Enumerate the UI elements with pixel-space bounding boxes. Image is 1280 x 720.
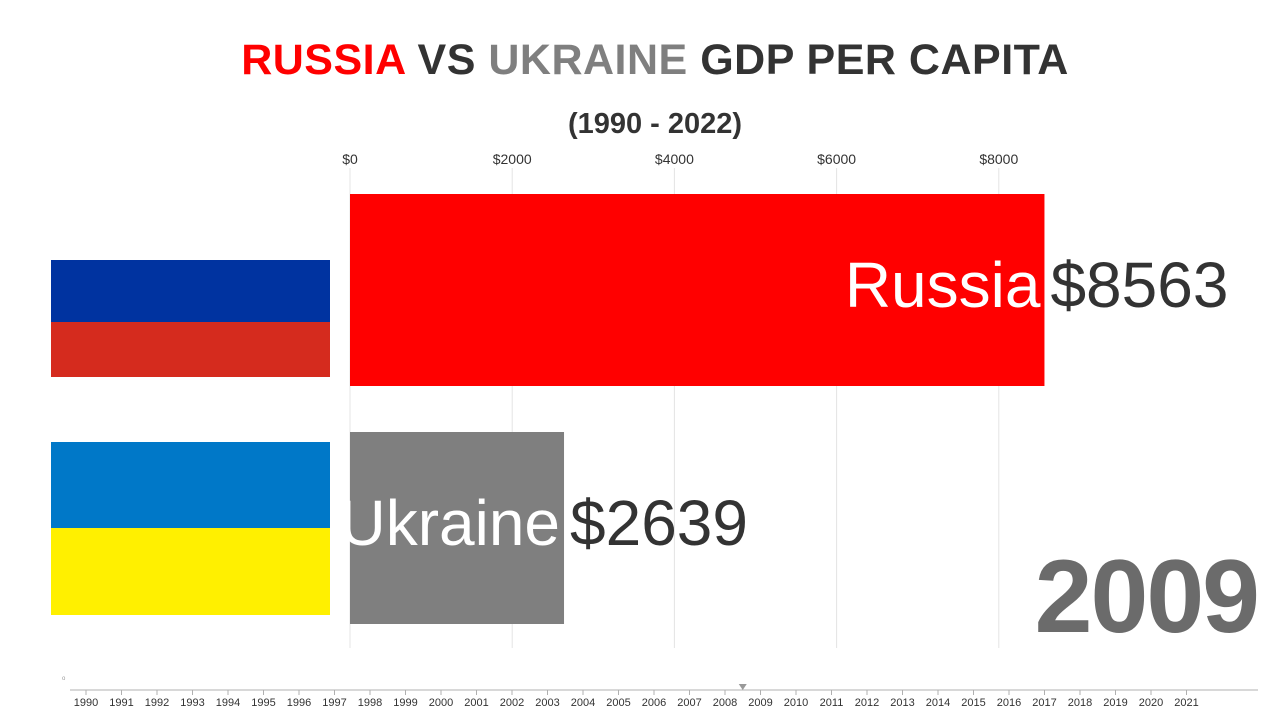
timeline-year-label: 1991	[109, 697, 133, 709]
chart-subtitle: (1990 - 2022)	[567, 108, 743, 140]
timeline-year-label: 2005	[606, 697, 630, 709]
title-ukraine: UKRAINE	[488, 36, 688, 84]
timeline-year-label: 1992	[145, 697, 169, 709]
timeline-year-label: 1999	[393, 697, 417, 709]
ukraine-flag-stripe	[51, 442, 330, 528]
timeline-year-label: 2009	[748, 697, 772, 709]
timeline-year-label: 2012	[855, 697, 879, 709]
bar-russia	[350, 194, 1045, 386]
timeline-year-label: 1990	[74, 697, 98, 709]
timeline-year-label: 2013	[890, 697, 914, 709]
timeline-year-label: 2019	[1103, 697, 1127, 709]
timeline-year-label: 1996	[287, 697, 311, 709]
timeline-year-label: 2004	[571, 697, 595, 709]
timeline-year-label: 2006	[642, 697, 666, 709]
x-tick-label: $2000	[493, 151, 532, 167]
timeline-year-label: 2020	[1139, 697, 1163, 709]
russia-flag-stripe	[51, 260, 330, 322]
x-tick-label: $0	[342, 151, 358, 167]
russia-flag-stripe	[51, 322, 330, 377]
timeline-year-label: 2000	[429, 697, 453, 709]
timeline-year-label: 1998	[358, 697, 382, 709]
timeline-year-label: 1997	[322, 697, 346, 709]
timeline-year-label: 2014	[926, 697, 950, 709]
timeline-year-label: 2015	[961, 697, 985, 709]
ukraine-flag-stripe	[51, 528, 330, 615]
timeline-start-dot: o	[62, 676, 66, 682]
timeline-year-label: 2001	[464, 697, 488, 709]
bar-ukraine	[350, 432, 565, 624]
x-tick-label: $4000	[655, 151, 694, 167]
timeline-year-label: 2016	[997, 697, 1021, 709]
timeline-year-label: 1995	[251, 697, 275, 709]
timeline-marker-icon	[738, 684, 747, 690]
title-vs: VS	[405, 36, 489, 84]
timeline-year-label: 1994	[216, 697, 240, 709]
timeline-year-label: 2010	[784, 697, 808, 709]
timeline-year-label: 1993	[180, 697, 204, 709]
timeline-year-label: 2018	[1068, 697, 1092, 709]
timeline-year-label: 2003	[535, 697, 559, 709]
title-russia: RUSSIA	[241, 36, 406, 84]
current-year-label: 2009	[1034, 539, 1260, 655]
title-gdp: GDP PER CAPITA	[687, 36, 1069, 84]
timeline-year-label: 2021	[1174, 697, 1198, 709]
bar-label-ukraine: Ukraine	[339, 487, 560, 559]
value-label-ukraine: $2639	[570, 487, 748, 559]
x-tick-label: $8000	[979, 151, 1018, 167]
timeline-year-label: 2008	[713, 697, 737, 709]
x-tick-label: $6000	[817, 151, 856, 167]
timeline-year-label: 2002	[500, 697, 524, 709]
value-label-russia: $8563	[1050, 249, 1228, 321]
timeline-year-label: 2017	[1032, 697, 1056, 709]
timeline-year-label: 2007	[677, 697, 701, 709]
chart-title: RUSSIA VS UKRAINE GDP PER CAPITA	[0, 36, 1280, 85]
russia-flag-stripe	[51, 204, 330, 260]
bar-label-russia: Russia	[845, 249, 1041, 321]
timeline-year-label: 2011	[820, 697, 844, 709]
